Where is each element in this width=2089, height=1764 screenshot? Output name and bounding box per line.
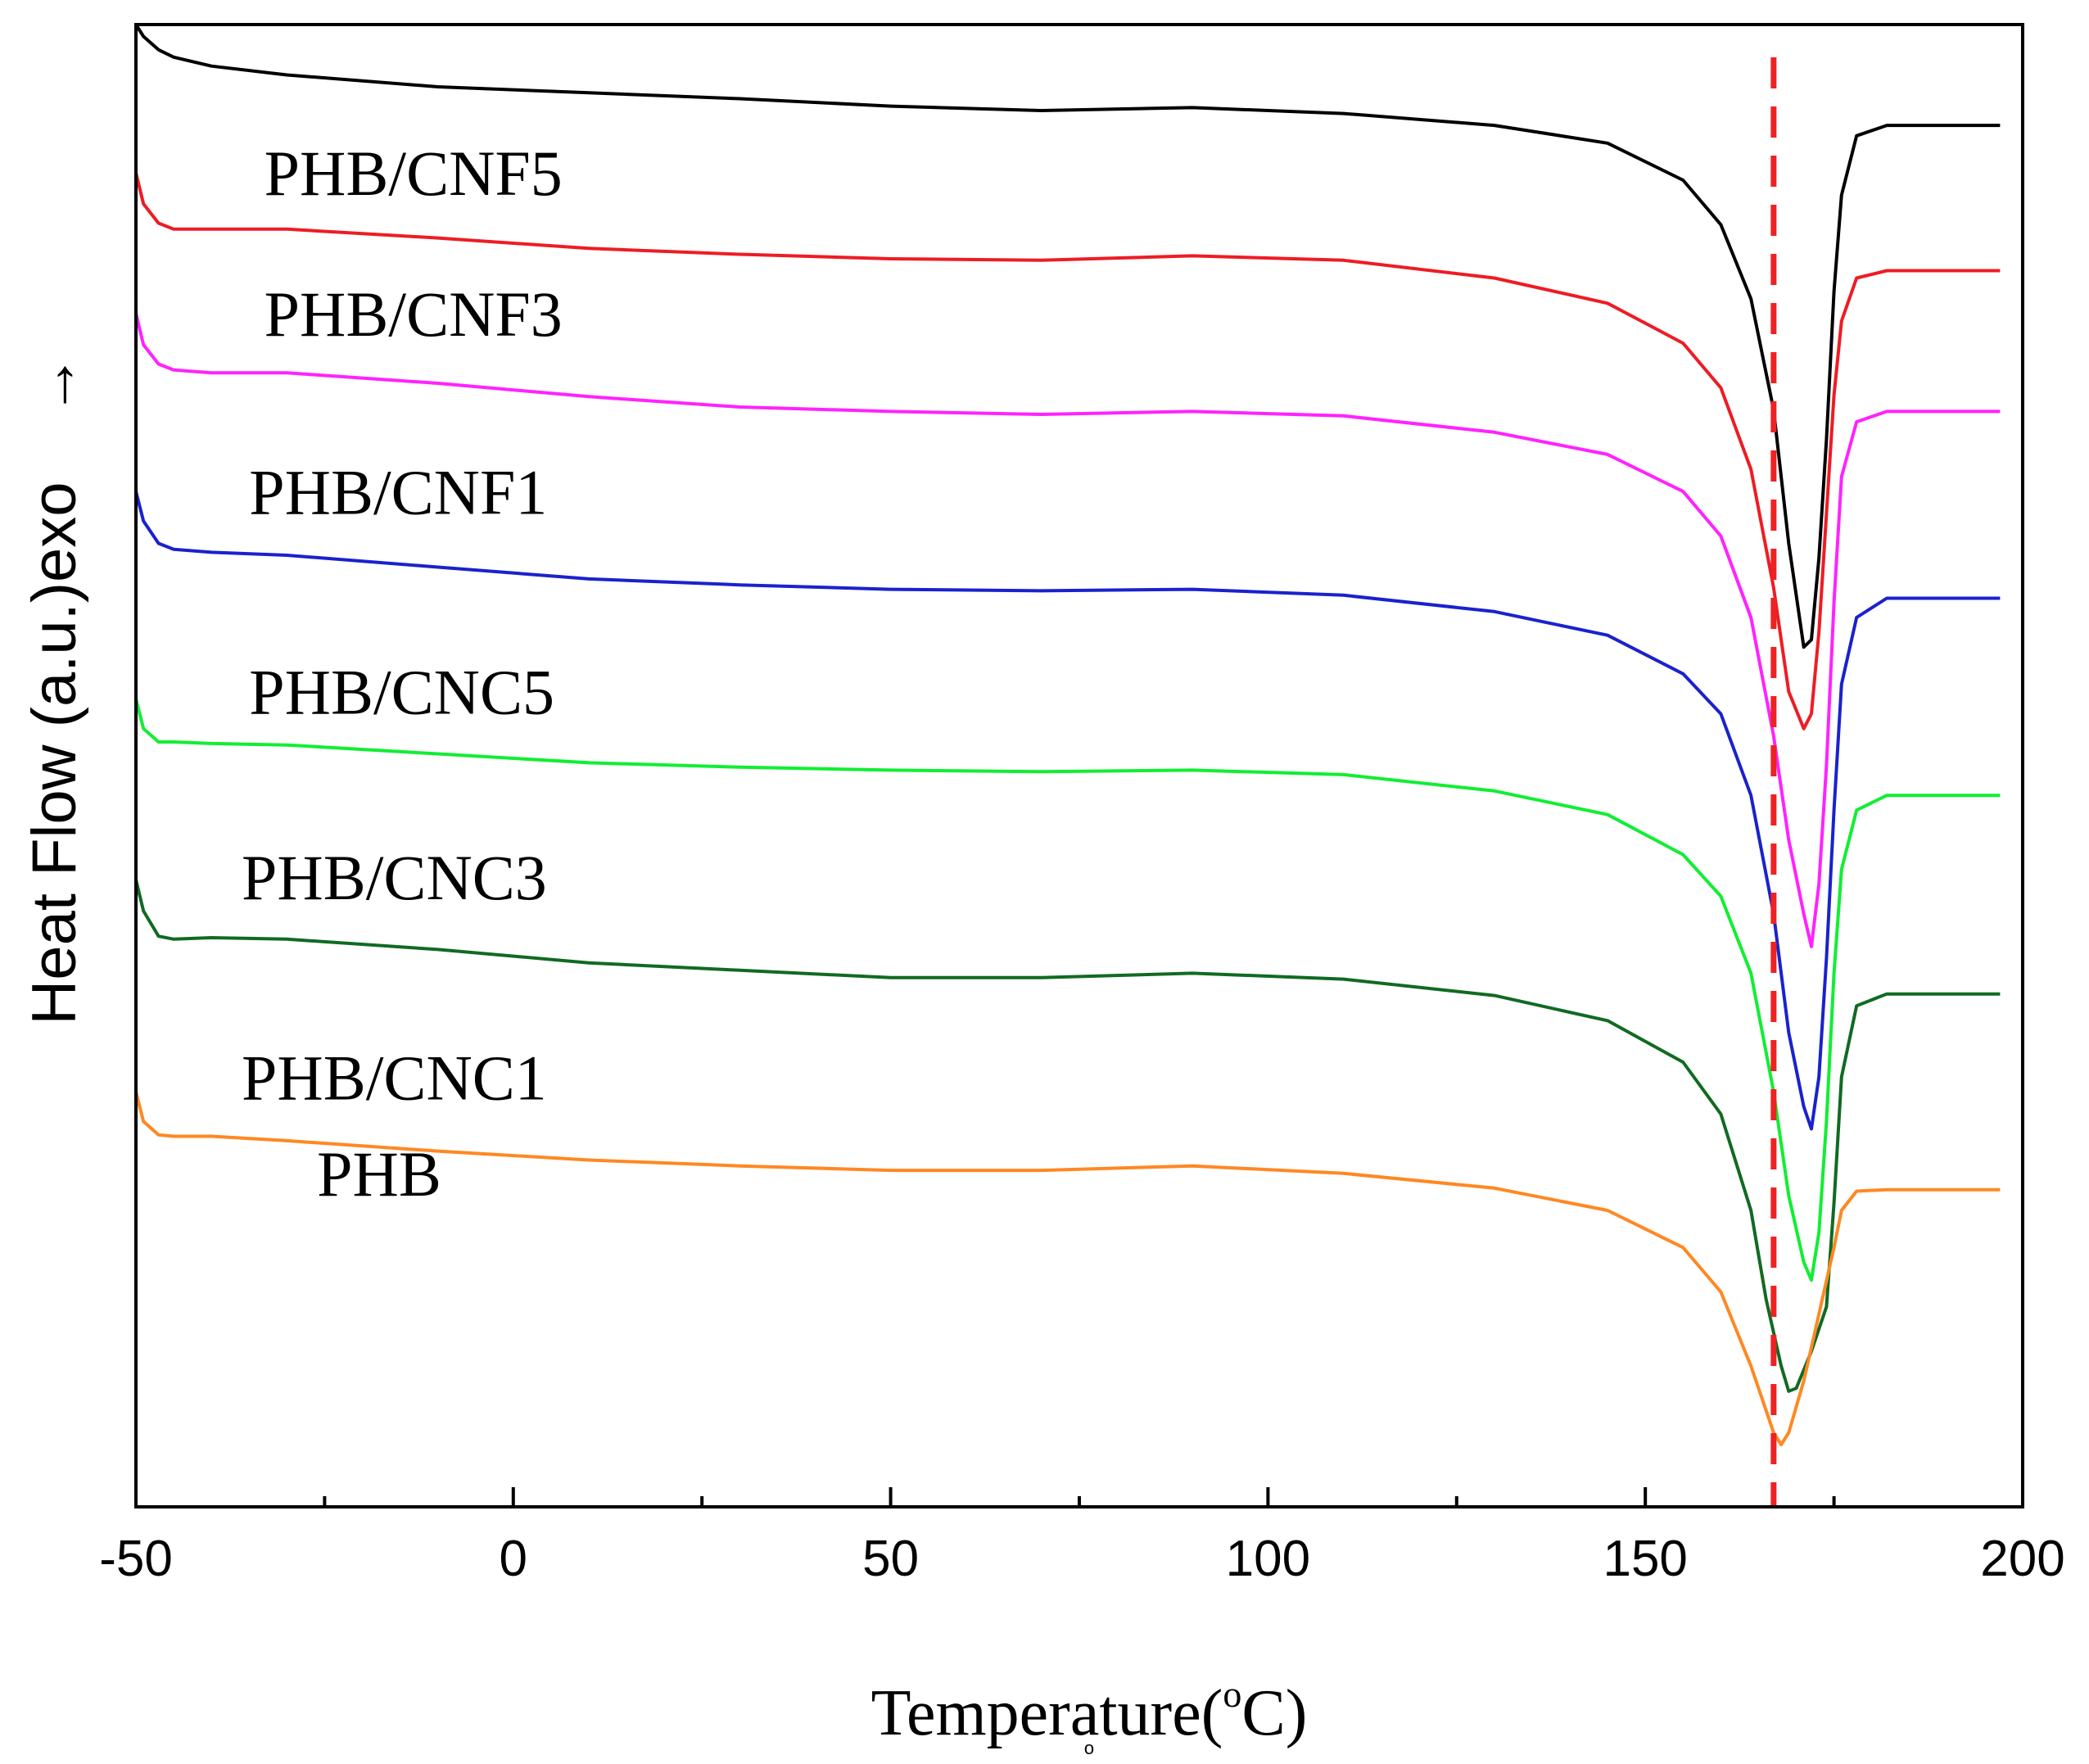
x-tick-label: 150	[1603, 1531, 1687, 1587]
y-axis-arrow-icon: →	[20, 354, 89, 416]
x-axis-label-degree: o	[1223, 1673, 1241, 1715]
series-line-phb	[134, 1091, 2001, 1446]
y-axis-label: Heat Flow (a.u.)exo	[20, 482, 89, 1024]
x-tick-label: 200	[1980, 1531, 2064, 1587]
x-tick-label: 50	[862, 1531, 919, 1587]
x-axis-label-unit: C)	[1241, 1677, 1307, 1749]
x-axis-label: Temperature(oC)	[871, 1673, 1308, 1749]
series-label-phb-cnc5: PHB/CNC5	[249, 657, 554, 728]
x-tick-label: -50	[99, 1531, 173, 1587]
series-label-phb-cnf1: PHB/CNF1	[249, 456, 547, 527]
series-line-phb-cnf5	[134, 23, 2001, 649]
x-tick-label: 100	[1226, 1531, 1310, 1587]
x-axis-label-main: Temperature(	[871, 1677, 1223, 1749]
series-line-phb-cnf1	[134, 313, 2001, 948]
series-label-phb-cnc3: PHB/CNC3	[242, 842, 547, 913]
y-axis-label-group: Heat Flow (a.u.)exo →	[20, 354, 89, 1025]
axes-group	[134, 23, 2024, 1508]
x-tick-labels-group: -50 0 50 100 150 200	[99, 1531, 2065, 1587]
series-line-phb-cnf3	[134, 172, 2001, 730]
series-label-phb: PHB	[317, 1138, 441, 1210]
series-label-phb-cnc1: PHB/CNC1	[242, 1042, 547, 1113]
x-tick-label: 0	[500, 1531, 527, 1587]
series-labels-group: PHB/CNF5 PHB/CNF3 PHB/CNF1 PHB/CNC5 PHB/CNC3…	[242, 138, 563, 1210]
series-label-phb-cnf5: PHB/CNF5	[265, 138, 563, 209]
series-line-phb-cnc5	[134, 491, 2001, 1131]
series-line-phb-cnc3	[134, 699, 2001, 1282]
x-axis-label-marker: o	[1084, 1738, 1094, 1758]
series-label-phb-cnf3: PHB/CNF3	[265, 278, 563, 350]
series-group	[134, 23, 2001, 1446]
